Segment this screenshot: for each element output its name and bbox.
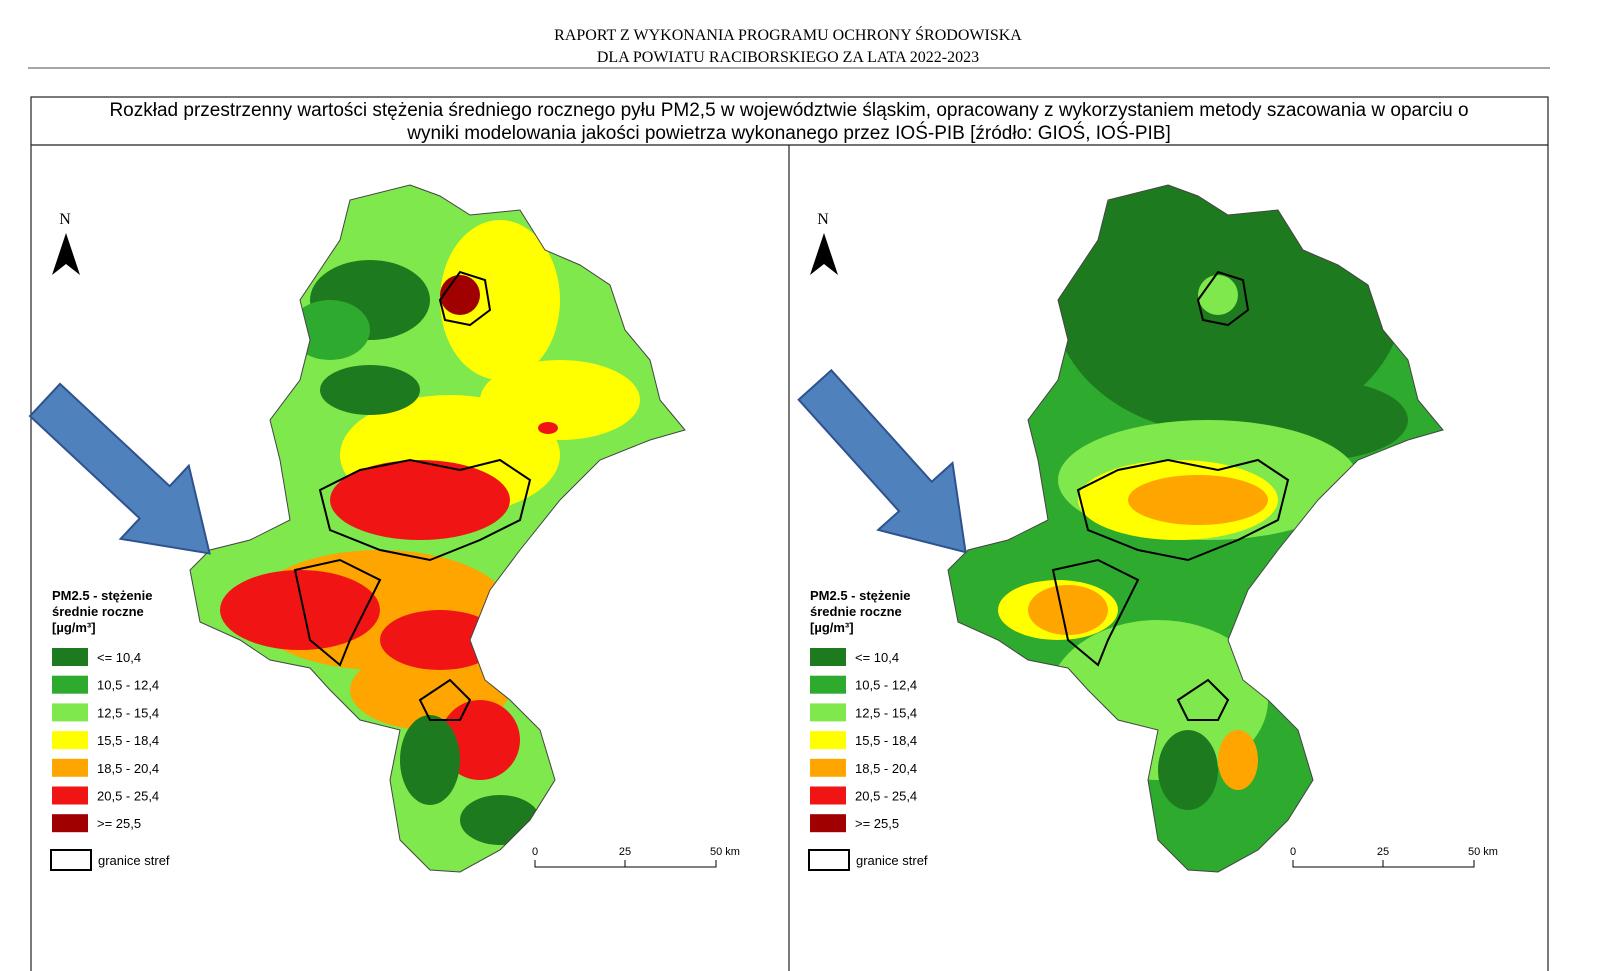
map xyxy=(190,185,685,872)
scale-label: 25 xyxy=(619,846,631,858)
legend-swatch xyxy=(52,758,88,777)
legend-swatch xyxy=(52,786,88,805)
legend-label: 18,5 - 20,4 xyxy=(97,761,159,776)
map xyxy=(948,185,1443,872)
pointer-arrow xyxy=(28,382,211,555)
scale-label: 50 km xyxy=(710,846,740,858)
legend-label: >= 25,5 xyxy=(855,816,899,831)
concentration-area xyxy=(400,715,460,805)
concentration-area xyxy=(440,220,560,380)
map-outline xyxy=(947,184,1444,873)
legend-title: PM2.5 - stężenie xyxy=(810,588,910,603)
pointer-arrow xyxy=(797,368,967,554)
legend-label: <= 10,4 xyxy=(97,650,141,665)
map-outline xyxy=(189,184,686,873)
legend-swatch xyxy=(52,731,88,750)
concentration-area xyxy=(1028,585,1108,635)
legend-swatch xyxy=(52,648,88,666)
legend-swatch xyxy=(810,675,846,694)
caption: wyniki modelowania jakości powietrza wyk… xyxy=(406,122,1170,144)
scale-bar xyxy=(1292,860,1475,868)
legend-swatch xyxy=(52,675,88,694)
zone-boundary xyxy=(1076,458,1290,562)
legend-title: średnie roczne xyxy=(810,604,902,619)
concentration-area xyxy=(380,610,500,670)
legend-label: 15,5 - 18,4 xyxy=(855,733,917,748)
north-label: N xyxy=(817,211,829,228)
legend-title: średnie roczne xyxy=(52,604,144,619)
legend-swatch xyxy=(808,849,850,871)
legend-swatch xyxy=(52,814,88,833)
caption: Rozkład przestrzenny wartości stężenia ś… xyxy=(109,100,1468,121)
legend-label: granice stref xyxy=(856,853,928,868)
zone-boundary xyxy=(438,270,492,327)
legend-title: [µg/m³] xyxy=(52,620,96,635)
legend-swatch xyxy=(810,648,846,666)
legend-label: 12,5 - 15,4 xyxy=(97,705,159,720)
legend-label: 10,5 - 12,4 xyxy=(97,678,159,693)
zone-boundary xyxy=(1196,270,1250,327)
legend-title: PM2.5 - stężenie xyxy=(52,588,152,603)
scale-bar xyxy=(534,860,717,868)
concentration-area xyxy=(460,795,540,845)
legend-swatch xyxy=(52,703,88,722)
scale-label: 50 km xyxy=(1468,846,1498,858)
scale-label: 0 xyxy=(532,846,538,858)
legend-label: >= 25,5 xyxy=(97,816,141,831)
header-line: DLA POWIATU RACIBORSKIEGO ZA LATA 2022-2… xyxy=(597,49,979,66)
concentration-area xyxy=(1198,275,1238,315)
legend-label: <= 10,4 xyxy=(855,650,899,665)
concentration-area xyxy=(220,570,380,650)
concentration-area xyxy=(320,365,420,415)
legend-swatch xyxy=(810,758,846,777)
legend-label: 15,5 - 18,4 xyxy=(97,733,159,748)
concentration-area xyxy=(330,460,510,540)
concentration-area xyxy=(290,300,370,360)
concentration-area xyxy=(1218,730,1258,790)
legend-label: granice stref xyxy=(98,853,170,868)
zone-boundary xyxy=(1051,558,1140,667)
legend-label: 20,5 - 25,4 xyxy=(97,789,159,804)
frame xyxy=(30,96,1549,971)
north-label: N xyxy=(59,211,71,228)
zone-boundary xyxy=(418,678,472,721)
zone-boundary xyxy=(1176,678,1230,721)
legend-swatch xyxy=(810,731,846,750)
scale-label: 25 xyxy=(1377,846,1389,858)
concentration-area xyxy=(440,275,480,315)
header-line: RAPORT Z WYKONANIA PROGRAMU OCHRONY ŚROD… xyxy=(554,25,1022,44)
legend-label: 18,5 - 20,4 xyxy=(855,761,917,776)
scale-label: 0 xyxy=(1290,846,1296,858)
legend-swatch xyxy=(50,849,92,871)
legend-label: 12,5 - 15,4 xyxy=(855,705,917,720)
legend-swatch xyxy=(810,814,846,833)
legend-swatch xyxy=(810,786,846,805)
legend-label: 20,5 - 25,4 xyxy=(855,789,917,804)
zone-boundary xyxy=(293,558,382,667)
concentration-area xyxy=(538,422,558,434)
concentration-area xyxy=(1128,475,1268,525)
north-arrow xyxy=(810,233,838,275)
legend-label: 10,5 - 12,4 xyxy=(855,678,917,693)
legend-swatch xyxy=(810,703,846,722)
north-arrow xyxy=(52,233,80,275)
zone-boundary xyxy=(318,458,532,562)
legend-title: [µg/m³] xyxy=(810,620,854,635)
concentration-area xyxy=(1158,730,1218,810)
